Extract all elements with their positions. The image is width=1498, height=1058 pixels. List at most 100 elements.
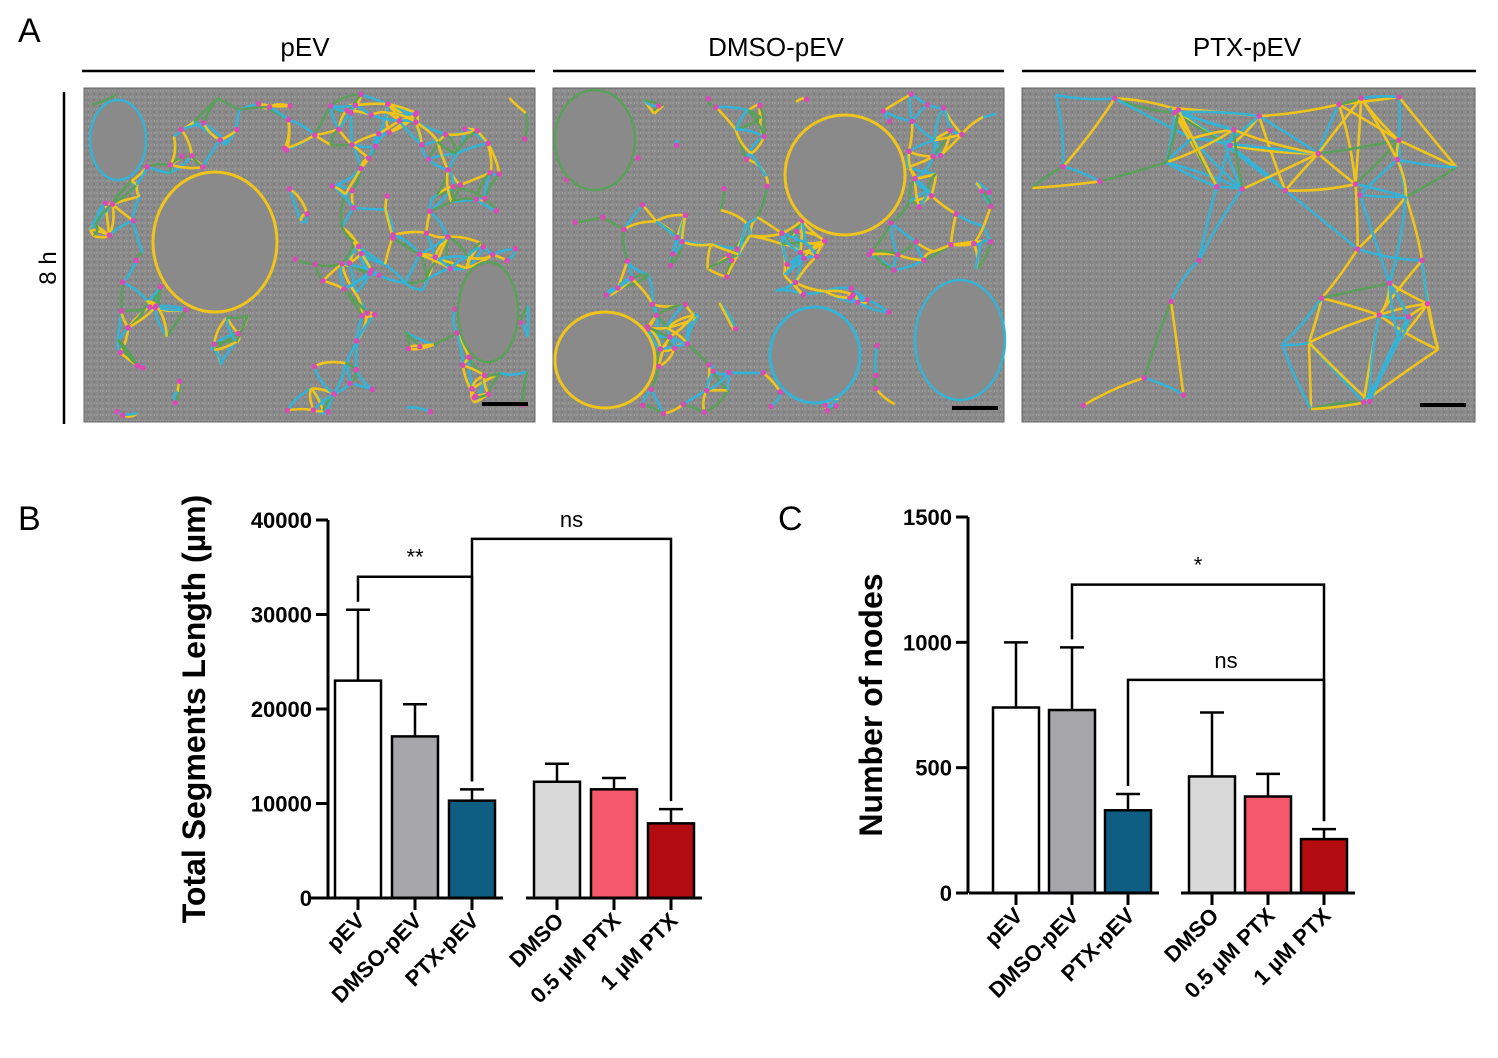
- network-node: [353, 367, 359, 373]
- network-node: [471, 394, 478, 401]
- network-node: [125, 324, 131, 331]
- network-node: [726, 369, 732, 376]
- network-node: [666, 334, 673, 340]
- network-node: [372, 143, 379, 150]
- network-node: [895, 251, 901, 258]
- network-node: [916, 204, 923, 210]
- network-node: [734, 246, 740, 252]
- y-tick-label: 20000: [251, 697, 312, 722]
- network-node: [354, 338, 360, 344]
- network-node: [682, 212, 689, 219]
- network-segment: [706, 243, 713, 269]
- network-node: [266, 104, 273, 110]
- network-node: [908, 91, 915, 98]
- network-node: [679, 238, 686, 245]
- network-node: [134, 362, 141, 369]
- network-node: [386, 129, 392, 136]
- network-segment: [1398, 96, 1458, 168]
- network-segment: [749, 152, 768, 178]
- network-segment: [1031, 165, 1064, 189]
- bar: [1299, 837, 1349, 895]
- bar: [1243, 795, 1293, 895]
- significance-bracket: [470, 537, 673, 802]
- network-node: [930, 153, 936, 160]
- network-node: [1080, 402, 1087, 409]
- network-node: [103, 200, 109, 206]
- network-node: [188, 153, 195, 159]
- network-node: [959, 131, 965, 138]
- network-segment: [404, 281, 424, 292]
- network-segment: [737, 222, 748, 255]
- y-tick-label: 1500: [903, 505, 952, 530]
- network-segment: [226, 314, 249, 320]
- network-node: [1386, 280, 1393, 286]
- y-tick-label: 30000: [251, 603, 312, 628]
- network-node: [684, 341, 691, 347]
- network-node: [480, 244, 486, 250]
- network-node: [1366, 398, 1373, 405]
- network-node: [988, 203, 994, 210]
- network-node: [888, 220, 894, 226]
- network-node: [462, 126, 468, 133]
- network-node: [118, 308, 125, 314]
- network-node: [986, 189, 993, 195]
- network-segment: [1360, 97, 1399, 161]
- network-node: [486, 391, 492, 397]
- network-segment: [1281, 344, 1313, 410]
- network-node: [979, 188, 985, 194]
- network-segment: [1062, 97, 1116, 168]
- network-segment: [1358, 158, 1398, 197]
- network-node: [432, 254, 438, 260]
- network-node: [913, 239, 920, 245]
- network-node: [761, 133, 767, 140]
- network-node: [624, 258, 631, 264]
- network-node: [1357, 192, 1363, 198]
- network-node: [614, 285, 621, 291]
- network-node: [255, 100, 262, 107]
- bar: [1103, 809, 1153, 895]
- network-segment: [1143, 376, 1185, 396]
- network-node: [281, 145, 288, 152]
- network-node: [847, 295, 853, 301]
- network-node: [1395, 137, 1402, 144]
- network-node: [864, 297, 871, 303]
- network-segment: [1177, 109, 1218, 188]
- network-node: [833, 403, 839, 409]
- network-node: [114, 408, 120, 415]
- network-node: [777, 389, 784, 395]
- network-node: [947, 127, 954, 134]
- network-segment: [508, 97, 527, 115]
- network-node: [1336, 101, 1342, 108]
- network-node: [792, 279, 799, 286]
- micrograph-ptx-pev: [1021, 87, 1476, 423]
- network-node: [725, 252, 732, 259]
- network-node: [1358, 95, 1364, 101]
- network-node: [106, 232, 113, 238]
- network-node: [329, 183, 336, 189]
- network-segment: [1055, 93, 1115, 101]
- network-node: [358, 165, 364, 172]
- network-node: [640, 402, 646, 409]
- network-segment: [1169, 301, 1185, 396]
- network-node: [369, 386, 375, 393]
- network-segment: [525, 305, 530, 338]
- network-node: [801, 255, 807, 262]
- network-node: [1175, 107, 1182, 113]
- network-node: [368, 112, 375, 118]
- network-segment: [1285, 182, 1356, 192]
- network-node: [1394, 156, 1400, 163]
- significance-label: ns: [560, 507, 583, 532]
- panel-b-letter: B: [18, 500, 41, 538]
- network-segment: [646, 274, 654, 305]
- condition-title-dmso-pev: DMSO-pEV: [708, 32, 844, 62]
- network-node: [211, 341, 218, 347]
- network-node: [1318, 295, 1325, 301]
- network-node: [144, 164, 150, 170]
- network-node: [928, 192, 935, 199]
- panel-c-letter: C: [778, 500, 803, 538]
- network-segment: [1357, 247, 1423, 262]
- network-segment: [1197, 188, 1244, 261]
- network-node: [286, 186, 293, 192]
- network-segment: [734, 109, 750, 131]
